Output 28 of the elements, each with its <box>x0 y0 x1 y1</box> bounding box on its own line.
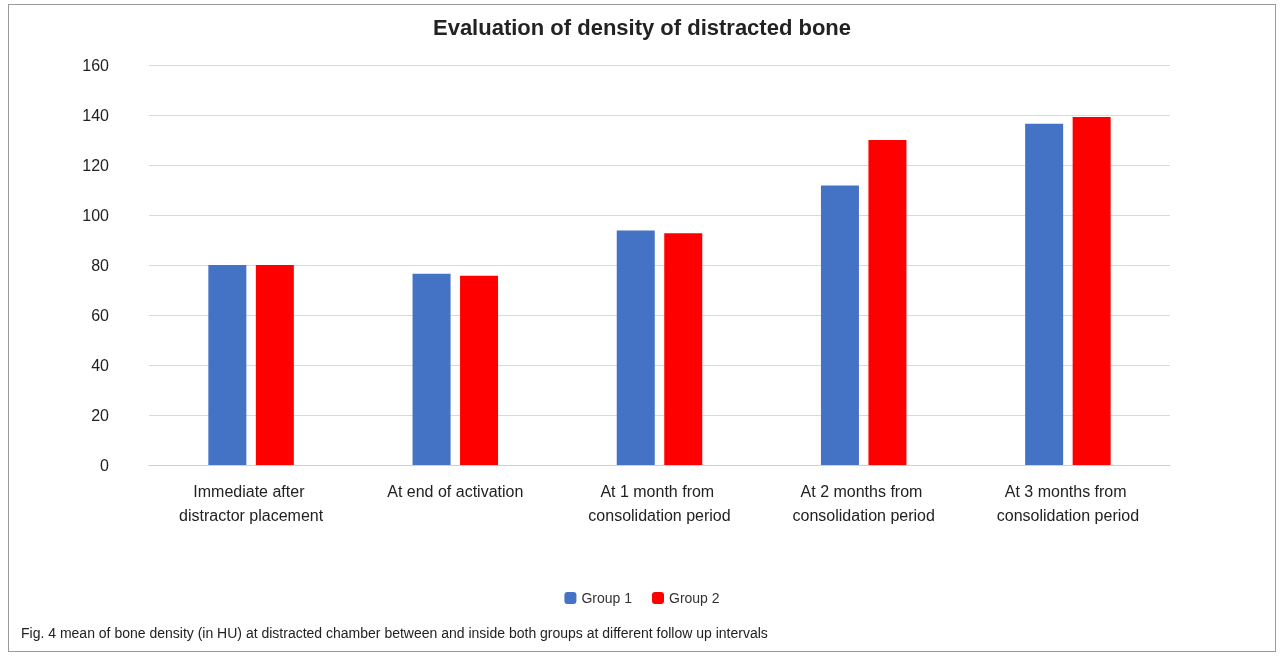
bar <box>868 140 907 465</box>
x-tick-label: Immediate after distractor placement <box>179 482 324 524</box>
x-tick-label: At 3 months from consolidation period <box>996 482 1140 524</box>
bar <box>1072 117 1111 465</box>
bar <box>820 185 859 465</box>
caption: Fig. 4 mean of bone density (in HU) at distracted chamber between and inside both groups at different follow up intervals <box>21 625 768 641</box>
bar <box>412 273 451 465</box>
bar <box>460 275 499 465</box>
legend-label: Group 1 <box>581 590 633 606</box>
legend-label: Group 2 <box>669 590 720 606</box>
y-tick-label: 0 <box>100 456 110 474</box>
x-tick-label: At 1 month from consolidation period <box>588 482 731 524</box>
bar <box>616 230 655 465</box>
bar <box>255 265 294 465</box>
bar <box>664 233 703 465</box>
bar <box>1025 123 1064 465</box>
x-tick-label: At end of activation <box>387 482 524 500</box>
chart-title: Evaluation of density of distracted bone <box>432 14 852 40</box>
y-tick-label: 120 <box>82 156 110 174</box>
y-tick-label: 140 <box>82 106 110 124</box>
y-tick-label: 80 <box>91 256 110 274</box>
y-tick-label: 20 <box>91 406 110 424</box>
bar <box>208 265 247 465</box>
y-tick-label: 60 <box>91 306 110 324</box>
y-tick-label: 100 <box>82 206 110 224</box>
y-tick-label: 160 <box>82 56 110 74</box>
x-tick-label: At 2 months from consolidation period <box>792 482 935 524</box>
y-tick-label: 40 <box>91 356 110 374</box>
